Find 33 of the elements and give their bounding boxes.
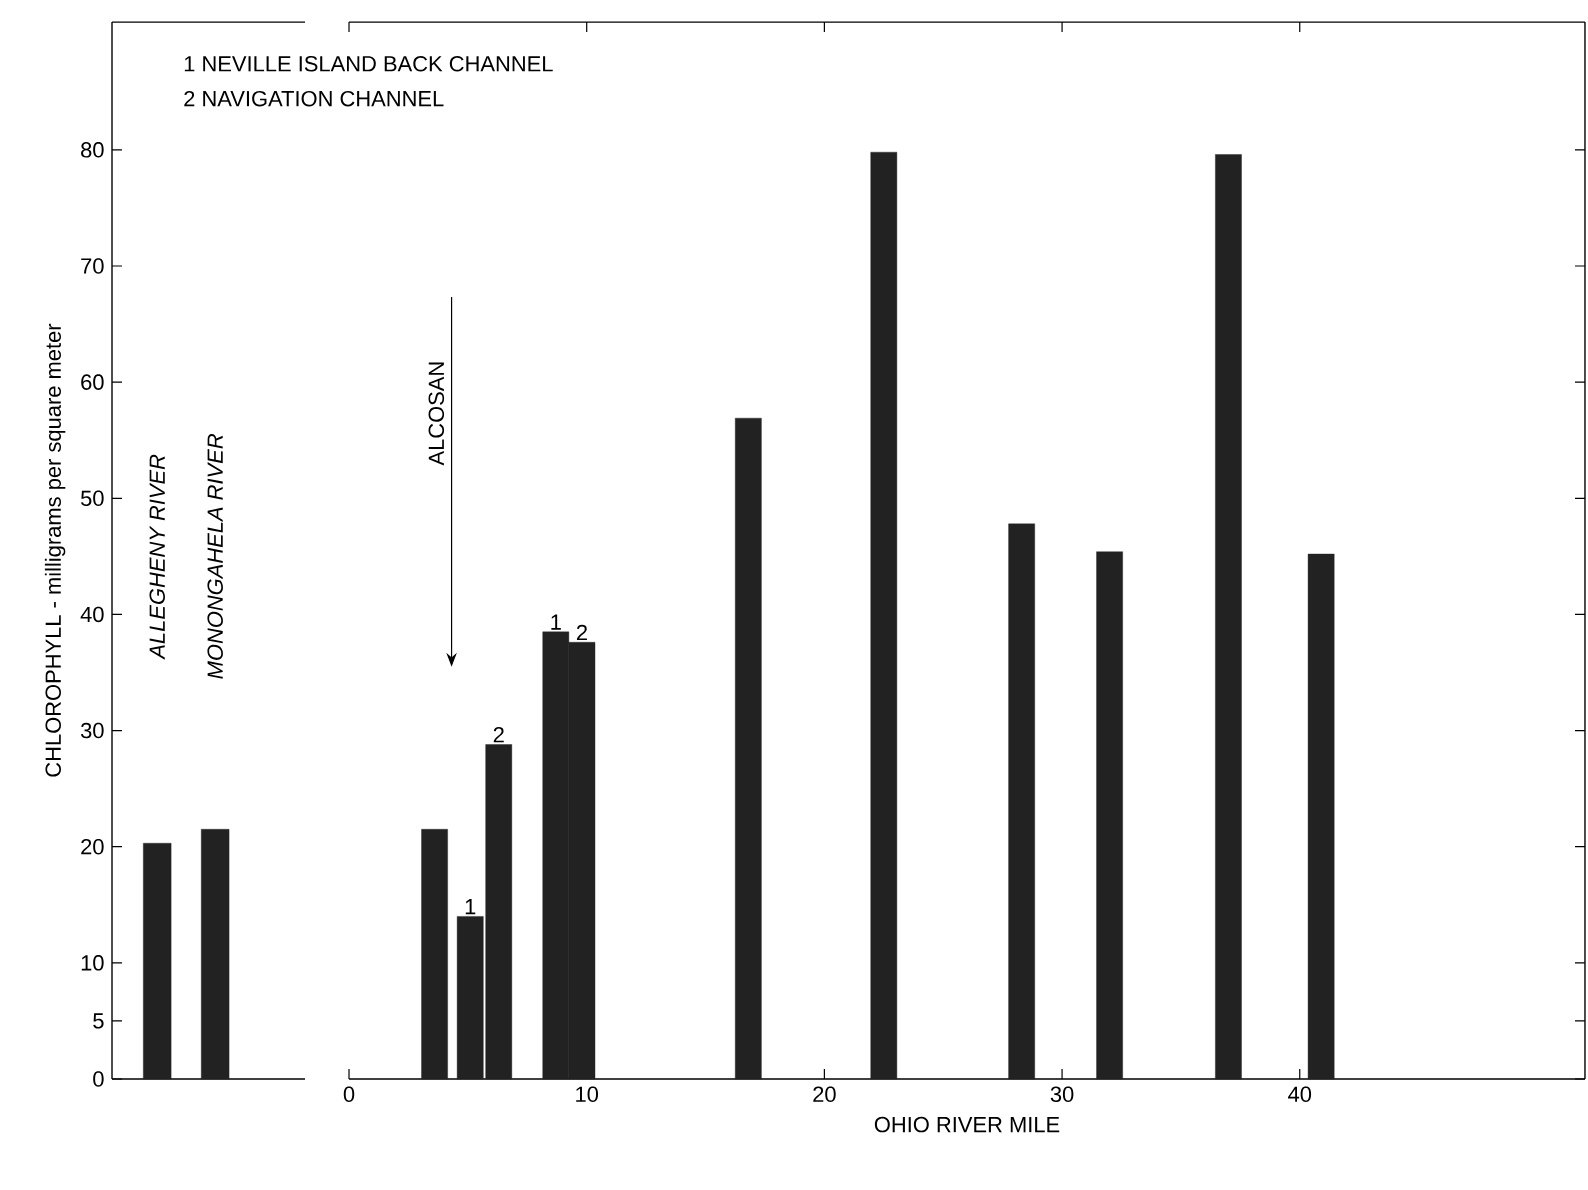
bar (870, 151, 898, 1080)
x-tick-label: 10 (576, 1086, 599, 1103)
y-tick-label: 40 (80, 606, 104, 623)
x-tick-label: 40 (1288, 1086, 1312, 1103)
bar (1215, 154, 1242, 1080)
bar (1307, 553, 1335, 1080)
y-tick-label: 70 (81, 258, 104, 274)
annotation: ALCOSAN (428, 362, 445, 466)
annotation: 2 (576, 624, 587, 641)
y-tick-label: 0 (93, 1071, 104, 1087)
x-tick-label: MONONGAHELA RIVER (207, 434, 223, 679)
annotation: 1 NEVILLE ISLAND BACK CHANNEL (184, 56, 553, 72)
y-tick-label: 30 (80, 722, 104, 739)
y-tick-label: 50 (81, 490, 104, 507)
y-tick-label: 80 (81, 142, 104, 158)
bar (735, 417, 762, 1080)
annotation: 1 (465, 899, 476, 915)
x-tick-label: 0 (343, 1086, 355, 1103)
annotation: 2 (493, 726, 504, 743)
y-axis-title: CHLOROPHYLL - milligrams per square meter (44, 323, 66, 777)
x-tick-label: 20 (813, 1086, 836, 1103)
bar (421, 829, 448, 1080)
y-tick-label: 10 (81, 955, 104, 971)
bar (1008, 523, 1035, 1080)
annotation: 2 NAVIGATION CHANNEL (184, 90, 444, 107)
y-tick-label: 5 (93, 1013, 104, 1029)
annotation: 1 (551, 614, 561, 630)
x-tick-label: ALLEGHENY RIVER (149, 454, 165, 660)
x-tick-label: 30 (1050, 1086, 1074, 1103)
y-tick-label: 60 (81, 374, 104, 390)
y-tick-label: 20 (81, 838, 104, 855)
bar (1096, 551, 1123, 1080)
x-axis-title: OHIO RIVER MILE (874, 1116, 1060, 1133)
